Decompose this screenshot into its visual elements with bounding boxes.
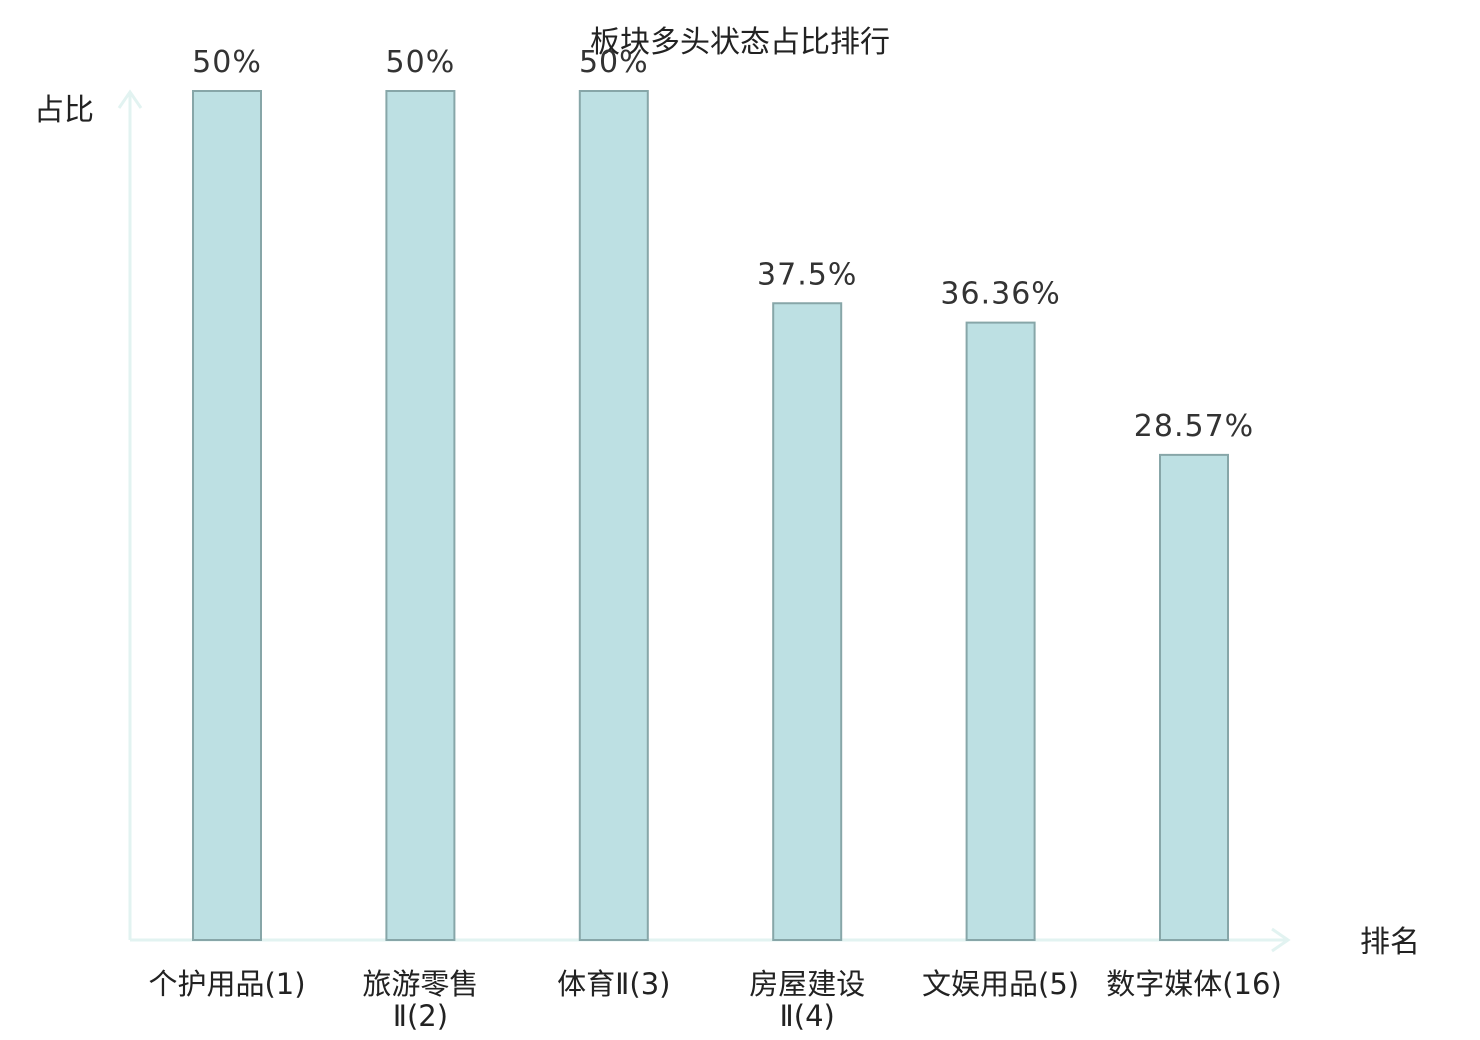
y-axis-label: 占比 [34,93,94,128]
value-labels-group: 50% 50% 50% 37.5% 36.36% 28.57% [192,45,1254,444]
x-axis [130,927,1291,953]
category-tick-label: Ⅱ(2) [393,999,448,1033]
bar [965,321,1036,942]
bars-group [192,90,1229,942]
bar [192,90,262,941]
bar-value-label: 28.57% [1134,409,1254,444]
bar-value-label: 50% [192,45,262,80]
category-tick-label: 个护用品(1) [148,967,305,1001]
y-axis [117,89,143,940]
category-tick-label: 房屋建设 [749,967,865,1001]
bar-value-label: 37.5% [757,257,857,292]
bar-value-label: 36.36% [940,277,1060,312]
category-tick-label: 体育Ⅱ(3) [557,967,670,1001]
bar [772,302,843,941]
bar [1159,453,1229,941]
x-axis-label: 排名 [1360,925,1420,960]
category-tick-label: Ⅱ(4) [780,999,835,1033]
bar-value-label: 50% [386,45,456,80]
chart-title: 板块多头状态占比排行 [590,25,890,60]
bar [385,90,456,941]
category-tick-label: 数字媒体(16) [1106,967,1282,1001]
bar-value-label: 50% [579,45,649,80]
bar [578,90,649,941]
category-tick-label: 旅游零售 [362,967,478,1001]
category-tick-label: 文娱用品(5) [922,967,1079,1001]
